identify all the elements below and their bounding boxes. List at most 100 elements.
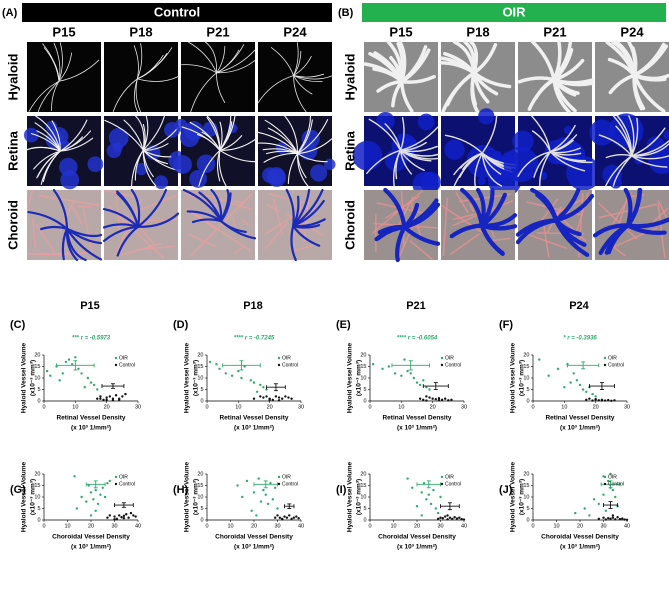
image-vessel xyxy=(625,187,642,228)
data-point xyxy=(460,517,463,521)
image-vessel xyxy=(187,233,216,248)
image-vessel xyxy=(65,227,103,245)
image-tile xyxy=(181,42,255,112)
data-point xyxy=(83,386,86,389)
image-vessel xyxy=(204,41,217,74)
y-axis-label: (x10⁻³ mm³) xyxy=(356,479,363,515)
image-vessel xyxy=(469,203,474,212)
image-vessel xyxy=(52,188,69,230)
panel-label: (A) xyxy=(2,7,18,19)
panel-label: (B) xyxy=(338,7,354,19)
data-point xyxy=(444,515,447,518)
image-vessel xyxy=(292,224,321,247)
image-vessel xyxy=(479,213,518,228)
y-axis-label: Hyaloid Vessel Volume xyxy=(21,461,28,532)
x-tick-label: 0 xyxy=(205,404,208,410)
image-vessel xyxy=(136,212,180,228)
image-blob xyxy=(108,127,129,148)
data-point xyxy=(85,500,88,503)
data-point xyxy=(591,392,594,396)
image-vessel xyxy=(27,253,75,256)
image-vessel xyxy=(442,197,449,256)
row-label: Choroid xyxy=(342,200,357,250)
data-point xyxy=(118,514,121,517)
image-vessel xyxy=(135,78,142,113)
image-vessel xyxy=(33,150,61,170)
image-vessel xyxy=(104,119,144,151)
data-point xyxy=(297,516,300,520)
data-point xyxy=(458,516,461,519)
plot-column-label: P21 xyxy=(406,300,426,312)
data-point xyxy=(122,514,126,518)
image-vessel xyxy=(530,187,559,223)
image-vessel xyxy=(219,121,223,151)
x-tick-label: 20 xyxy=(593,404,599,410)
data-point xyxy=(96,388,99,391)
image-vessel xyxy=(26,146,61,152)
data-point xyxy=(432,488,435,492)
data-point xyxy=(428,396,431,399)
image-vessel xyxy=(216,59,256,74)
image-blob xyxy=(503,146,539,182)
image-vessel xyxy=(399,145,438,153)
image-vessel xyxy=(186,207,252,252)
data-point xyxy=(252,491,256,494)
image-vessel xyxy=(35,223,56,254)
image-blob xyxy=(663,130,669,140)
image-vessel xyxy=(292,188,311,228)
column-label: P21 xyxy=(206,24,229,39)
data-point xyxy=(415,381,419,384)
y-tick-label: 5 xyxy=(37,506,40,512)
image-blob xyxy=(512,130,534,152)
y-tick-label: 10 xyxy=(197,375,203,381)
image-vessel xyxy=(133,45,139,80)
data-point xyxy=(621,517,624,520)
image-vessel xyxy=(270,47,294,76)
data-point xyxy=(134,515,137,518)
image-vessel xyxy=(293,50,302,76)
x-tick-label: 0 xyxy=(368,523,371,529)
y-tick-label: 0 xyxy=(526,517,529,523)
data-point xyxy=(425,399,428,402)
legend-marker xyxy=(440,475,444,479)
data-point xyxy=(276,514,279,517)
legend-label: Control xyxy=(608,362,624,368)
image-vessel xyxy=(290,224,297,262)
data-point xyxy=(237,369,240,373)
data-point xyxy=(607,516,610,520)
data-point xyxy=(236,484,239,487)
data-point xyxy=(425,498,428,501)
image-vessel xyxy=(297,115,312,155)
data-point xyxy=(592,498,596,501)
data-point xyxy=(89,381,93,384)
data-point xyxy=(283,515,286,518)
data-point xyxy=(538,358,541,361)
data-point xyxy=(611,516,615,519)
y-axis-label: (x10⁻³ mm³) xyxy=(30,360,37,396)
image-vessel xyxy=(112,78,138,112)
data-point xyxy=(252,397,256,400)
image-vessel xyxy=(490,230,496,239)
data-point xyxy=(285,516,289,519)
image-vessel xyxy=(284,115,299,155)
image-vessel xyxy=(43,47,60,82)
image-vessel xyxy=(27,210,69,230)
legend-marker xyxy=(603,356,607,360)
column-label: P15 xyxy=(389,24,412,39)
correlation-label: * r = -0.3936 xyxy=(563,336,597,342)
y-tick-label: 5 xyxy=(200,506,203,512)
data-point xyxy=(125,513,128,516)
image-vessel xyxy=(219,115,232,151)
data-point xyxy=(583,507,586,510)
image-vessel xyxy=(191,218,223,224)
y-axis-label: (x10⁻³ mm³) xyxy=(356,360,363,396)
data-point xyxy=(610,399,613,402)
legend-marker xyxy=(277,363,281,367)
image-vessel xyxy=(399,149,439,157)
data-point xyxy=(132,514,135,517)
image-vessel xyxy=(474,152,483,187)
image-vessel xyxy=(30,133,61,152)
row-label: Hyaloid xyxy=(5,53,20,100)
data-point xyxy=(262,488,265,492)
image-vessel xyxy=(481,115,498,154)
